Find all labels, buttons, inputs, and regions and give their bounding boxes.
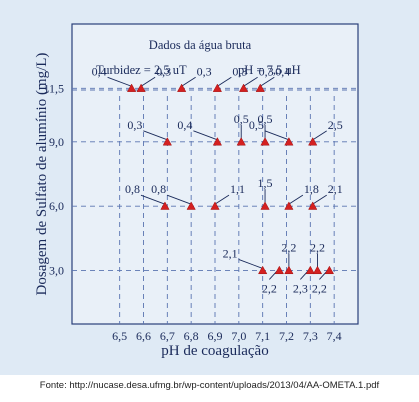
data-point-marker (238, 83, 249, 92)
x-axis-label: pH de coagulação (161, 343, 268, 359)
data-point-label: 0,3 (197, 64, 212, 78)
data-point-label: 0,8 (125, 182, 140, 196)
x-tick-label: 7,4 (327, 329, 342, 343)
point-leader-line (264, 130, 290, 141)
x-tick-label: 6,5 (112, 329, 127, 343)
data-point-marker (258, 265, 268, 275)
point-leader-line (181, 76, 196, 87)
data-point-marker (260, 137, 270, 146)
data-point-label: 0,3 (127, 118, 142, 132)
data-point-marker (308, 137, 318, 146)
data-point-label: 2,2 (310, 240, 325, 254)
data-point-marker (312, 265, 323, 275)
data-point-marker (212, 137, 223, 146)
data-point-marker (212, 83, 223, 92)
point-leader-line (167, 194, 192, 205)
data-point-marker (284, 201, 294, 210)
x-tick-label: 7,2 (279, 329, 294, 343)
data-point-marker (136, 83, 146, 92)
y-tick-label: 11,5 (43, 81, 64, 95)
data-point-marker (210, 201, 220, 210)
data-point-marker (160, 201, 170, 210)
y-tick-label: 9,0 (49, 135, 64, 149)
data-point-marker (236, 137, 246, 146)
point-leader-line (238, 259, 263, 269)
data-point-marker (274, 265, 284, 275)
point-leader-line (288, 194, 304, 205)
data-point-label: 2,1 (223, 246, 238, 260)
data-point-marker (255, 83, 265, 92)
x-tick-label: 6,6 (136, 329, 151, 343)
x-tick-label: 7,0 (231, 329, 246, 343)
info-box-turbidity: Turbidez = 2,5 uT (96, 63, 187, 77)
y-tick-label: 3,0 (49, 263, 64, 277)
y-axis-ticks: 3,0 6,0 9,0 11,5 (43, 81, 64, 277)
y-tick-label: 6,0 (49, 199, 64, 213)
data-point-label: 0,4 (92, 64, 107, 78)
point-leader-line (193, 130, 218, 141)
x-tick-label: 7,1 (255, 329, 270, 343)
info-box-title: Dados da água bruta (149, 38, 252, 52)
point-leader-line (243, 76, 258, 87)
data-point-label: 2,5 (328, 118, 343, 132)
data-point-label: 1,5 (258, 176, 273, 190)
raw-water-info-box: Dados da água bruta Turbidez = 2,5 uT pH… (96, 38, 301, 77)
data-point-marker (126, 83, 137, 92)
data-point-label: 2,2 (281, 240, 296, 254)
source-caption: Fonte: http://nucase.desa.ufmg.br/wp-con… (39, 380, 380, 391)
data-point-label: 0,3 (259, 64, 274, 78)
data-point-label: 0,4 (275, 64, 290, 78)
chart-frame: Dados da água bruta Turbidez = 2,5 uT pH… (0, 0, 419, 375)
data-point-marker (162, 137, 172, 146)
point-leader-line (214, 194, 230, 205)
data-point-marker (284, 137, 294, 146)
point-leader-line (312, 130, 327, 141)
data-point-marker (284, 265, 294, 275)
data-point-label: 0,5 (249, 118, 264, 132)
point-leader-line (312, 194, 327, 205)
data-point-marker (186, 201, 196, 210)
data-point-label: 0,8 (151, 182, 166, 196)
point-leader-line (143, 130, 168, 141)
data-point-marker (305, 265, 315, 275)
data-point-label: 1,1 (230, 182, 245, 196)
x-tick-label: 6,8 (184, 329, 199, 343)
data-point-marker (324, 265, 335, 275)
data-point-marker (260, 201, 270, 210)
data-point-label: 2,2 (312, 281, 327, 295)
data-points: 0,4 0,3 0,3 0,3 0,3 0,40,3 0,4 0,5 0,50,5 2,50,8 0… (92, 64, 343, 295)
data-point-label: 2,1 (328, 182, 343, 196)
data-point-label: 1,8 (304, 182, 319, 196)
data-point-marker (308, 201, 318, 210)
point-leader-line (260, 76, 275, 87)
data-point-label: 2,3 (293, 281, 308, 295)
x-tick-label: 6,9 (208, 329, 223, 343)
point-leader-line (217, 76, 232, 87)
info-box-ph: pH = 7,5 uH (238, 63, 301, 77)
y-axis-label: Dosagem de Sulfato de alumínio (mg/L) (34, 53, 50, 296)
point-leader-line (140, 194, 166, 205)
data-point-label: 0,3 (232, 64, 247, 78)
x-tick-label: 6,7 (160, 329, 175, 343)
data-point-label: 0,5 (258, 112, 273, 126)
grid-lines (72, 87, 358, 324)
point-leader-line (140, 76, 156, 87)
x-axis-ticks: 6,5 6,6 6,7 6,8 6,9 7,0 7,1 7,2 7,3 7,4 (112, 329, 341, 343)
point-leader-line (107, 76, 132, 87)
data-point-marker (177, 83, 187, 92)
x-tick-label: 7,3 (303, 329, 318, 343)
data-point-label: 0,5 (234, 112, 249, 126)
data-point-label: 0,3 (156, 64, 171, 78)
data-point-label: 2,2 (262, 281, 277, 295)
data-point-label: 0,4 (177, 118, 192, 132)
